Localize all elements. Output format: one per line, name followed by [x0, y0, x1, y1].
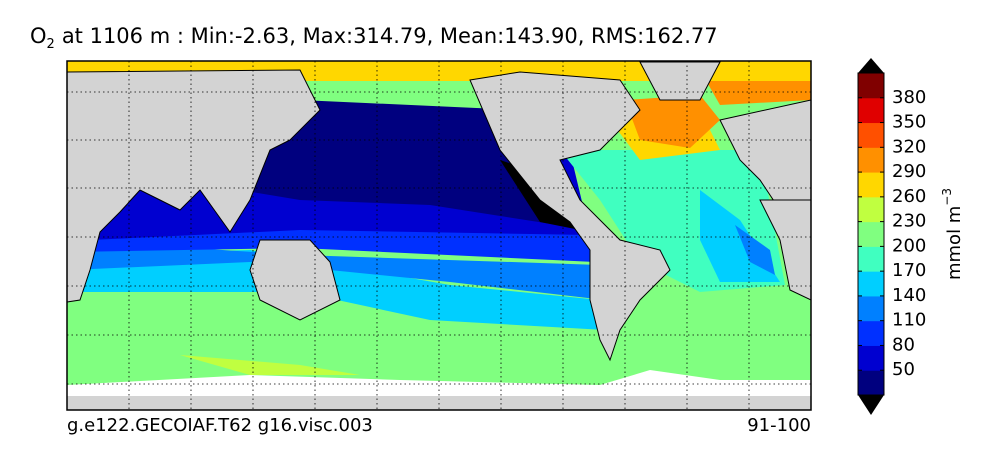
colorbar-label: mmol m−3: [940, 188, 966, 280]
colorbar-band: [858, 196, 884, 223]
title-subscript: 2: [46, 37, 55, 53]
colorbar-band: [858, 246, 884, 272]
colorbar-tick-label: 320: [892, 136, 926, 157]
map-title: O2 at 1106 m : Min:-2.63, Max:314.79, Mea…: [30, 24, 718, 52]
colorbar-tick-label: 350: [892, 112, 926, 133]
colorbar-band: [858, 271, 884, 297]
colorbar-tick-label: 110: [892, 310, 926, 331]
colorbar-band: [858, 221, 884, 247]
colorbar-band: [858, 97, 884, 124]
colorbar-tick-label: 380: [892, 87, 926, 108]
colorbar-band: [858, 295, 884, 322]
colorbar-tick-label: 170: [892, 260, 926, 281]
colorbar-extend-bottom: [858, 395, 884, 415]
colorbar-band: [858, 172, 884, 198]
colorbar-label-exponent: −3: [940, 188, 954, 206]
colorbar-tick-label: 80: [892, 334, 915, 355]
colorbar-band: [858, 73, 884, 99]
map: [66, 60, 812, 411]
contour-region: [625, 95, 720, 148]
colorbar-band: [858, 345, 884, 371]
colorbar-tick-label: 290: [892, 161, 926, 182]
title-species: O: [30, 24, 47, 48]
map-frame: [66, 60, 812, 411]
colorbar-band: [858, 147, 884, 173]
contour-region: [70, 240, 605, 300]
contour-region: [735, 225, 775, 275]
colorbar-tick-label: 200: [892, 235, 926, 256]
colorbar-tick-label: 50: [892, 359, 915, 380]
colorbar-band: [858, 320, 884, 346]
colorbar-extend-top: [858, 58, 884, 73]
colorbar-frame: [857, 72, 885, 396]
footer-left: g.e122.GECOIAF.T62 g16.visc.003: [67, 415, 373, 436]
footer-right: 91-100: [747, 415, 811, 436]
colorbar-tick-label: 260: [892, 186, 926, 207]
colorbar: 50 80 110 140 170 200 230 260 290 320 350 380: [857, 58, 926, 415]
colorbar-band: [858, 370, 884, 396]
title-text: at 1106 m : Min:-2.63, Max:314.79, Mean:…: [61, 24, 718, 48]
land: [66, 61, 812, 362]
colorbar-label-unit: mmol m: [944, 206, 965, 280]
contour-region: [180, 355, 360, 375]
colorbar-band: [858, 122, 884, 148]
colorbar-tick-label: 230: [892, 211, 926, 232]
colorbar-tick-label: 140: [892, 285, 926, 306]
